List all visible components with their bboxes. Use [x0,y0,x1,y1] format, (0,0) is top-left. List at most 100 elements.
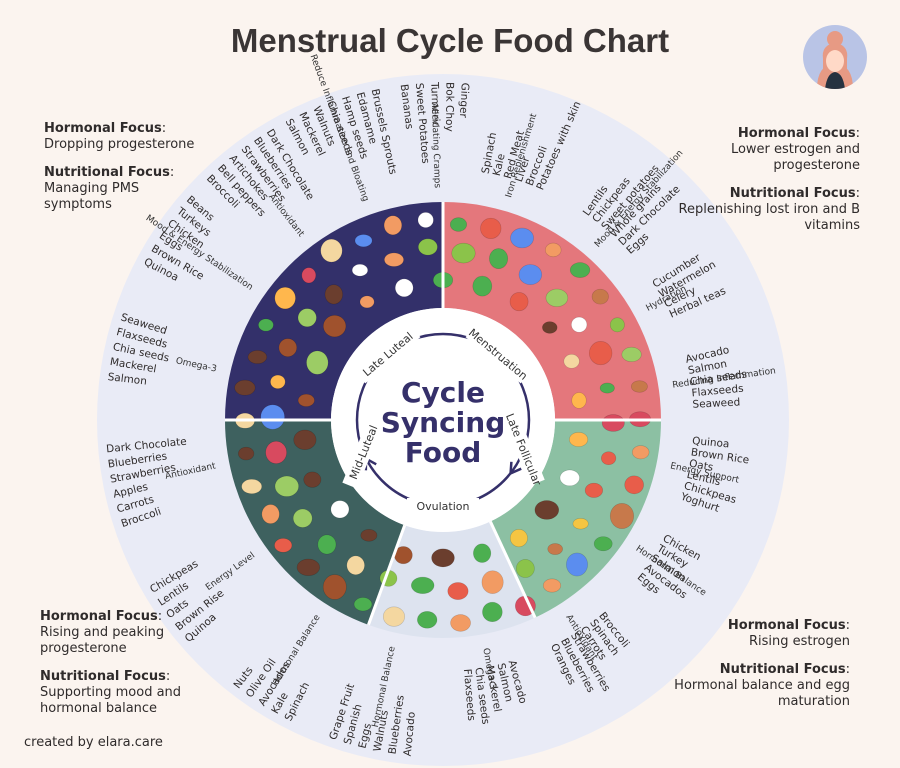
phase-divider [367,524,407,626]
arrow-head [509,461,522,476]
food-icon [609,503,635,529]
food-icon [545,288,569,307]
food-icon [292,508,313,528]
food-icon [569,432,589,447]
food-icon [360,529,378,542]
food-icon [472,275,493,297]
corner-top-right: Hormonal Focus: Lower estrogen and proges… [678,126,860,233]
food-item: Avocado [402,711,418,756]
food-icon [417,238,438,256]
food-icon [447,582,469,600]
food-icon [584,482,603,498]
avatar-illustration [817,31,853,89]
food-icon [258,318,274,332]
cycle-arrow-icon [509,461,522,476]
food-icon [353,597,373,612]
food-icon [601,451,617,466]
food-icon [431,548,455,568]
corner-top-left: Hormonal Focus: Dropping progesterone Nut… [44,121,195,212]
hormonal-focus-label: Hormonal Focus [44,121,162,136]
food-icon [563,353,580,369]
food-icon [417,212,434,228]
food-icon [346,555,365,576]
food-item: Oats [688,458,714,474]
nutritional-focus-text: Managing PMS symptoms [44,181,140,212]
food-icon [473,543,492,563]
food-item: Flaxseeds [691,383,744,400]
food-icon [270,374,286,389]
nutritional-focus-label: Nutritional Focus [44,165,170,180]
hormonal-focus-text: Rising estrogen [748,634,850,649]
food-icon [566,552,588,577]
food-icon [599,382,615,394]
nutritional-focus-label: Nutritional Focus [719,662,846,677]
food-icon [534,500,560,520]
food-icon [621,346,642,363]
food-icon [593,536,613,552]
food-icon [354,234,373,248]
center-title-2: Syncing [381,406,506,439]
center-title-3: Food [405,436,482,469]
hormonal-focus-text: Rising and peaking progesterone [40,625,165,656]
avatar [803,25,867,89]
food-icon [261,504,280,524]
food-icon [274,286,296,310]
food-icon [265,440,287,464]
food-icon [324,284,343,305]
food-icon [515,559,535,578]
food-icon [518,264,543,285]
food-icon [382,606,406,627]
credit-text: created by elara.care [24,735,163,750]
food-icon [449,217,468,232]
food-icon [317,534,337,555]
food-icon [234,379,256,396]
food-icon [297,308,317,328]
food-icon [351,263,369,277]
food-icon [571,316,588,333]
food-item: Ginger [457,82,471,118]
nutritional-focus-text: Hormonal balance and egg maturation [674,678,850,709]
food-item: Flaxseeds [461,668,477,721]
food-icon [274,538,293,553]
food-item: Bok Choy [443,82,456,132]
food-icon [509,292,529,312]
food-icon [274,475,299,497]
label-backdrop [502,413,545,486]
food-icon [572,518,589,530]
food-icon [296,558,320,576]
food-icon [609,317,625,333]
food-icon [542,321,558,334]
food-icon [630,380,648,393]
food-item: Kale [491,153,508,178]
food-icon [322,574,347,600]
label-backdrop [465,324,531,384]
label-backdrop [342,415,385,489]
food-item: Salmon [107,371,147,388]
food-icon [394,278,414,298]
food-icon [306,350,329,375]
corner-bottom-right: Hormonal Focus: Rising estrogen Nutrition… [674,618,850,709]
food-icon [631,445,650,460]
page-title: Menstrual Cycle Food Chart [230,22,670,59]
hormonal-focus-label: Hormonal Focus [727,618,846,633]
food-icon [410,576,435,594]
food-icon [450,614,471,632]
food-icon [589,341,613,366]
hormonal-focus-label: Hormonal Focus [40,609,158,624]
food-icon [571,392,587,409]
food-icon [624,475,644,495]
food-icon [482,601,503,623]
food-icon [510,227,534,249]
food-icon [481,570,504,594]
nutritional-focus-text: Replenishing lost iron and B vitamins [678,202,860,233]
food-icon [241,478,263,495]
nutritional-focus-label: Nutritional Focus [729,186,856,201]
food-icon [601,414,625,432]
food-item: Turmeric [428,81,442,128]
food-icon [559,469,580,487]
label-backdrop [355,324,421,384]
food-item: Bananas [398,84,416,130]
food-icon [297,393,315,407]
food-icon [238,446,255,461]
food-icon [569,262,591,278]
